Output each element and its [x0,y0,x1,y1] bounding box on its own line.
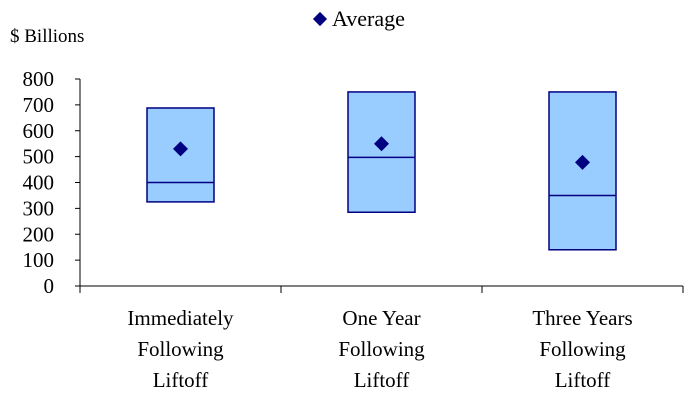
x-category-label: Liftoff [555,368,611,392]
y-tick-label: 600 [23,119,55,143]
x-category-label: One Year [342,306,420,330]
legend-average-label: Average [332,6,405,31]
x-category-label: Liftoff [354,368,410,392]
unit-label: $ Billions [10,26,85,47]
average-marker [374,136,389,152]
average-marker [173,141,188,157]
x-category-label: Three Years [532,306,632,330]
y-tick-label: 200 [23,222,55,246]
y-tick-label: 400 [23,171,55,195]
y-tick-label: 800 [23,67,55,91]
y-tick-label: 500 [23,145,55,169]
y-tick-label: 700 [23,93,55,117]
x-category-label: Following [137,337,224,361]
y-tick-label: 0 [44,274,55,298]
y-tick-label: 100 [23,248,55,272]
chart-legend: Average [312,6,405,32]
x-category-label: Liftoff [153,368,209,392]
y-tick-label: 300 [23,196,55,220]
range-box [548,91,617,251]
range-box [347,91,416,214]
x-category-label: Following [338,337,425,361]
average-marker [575,154,590,170]
x-category-label: Following [539,337,626,361]
x-category-label: Immediately [127,306,234,330]
